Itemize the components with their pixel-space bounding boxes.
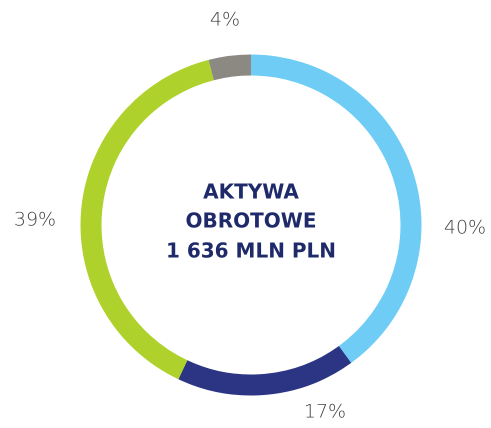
value-label: 4% (210, 9, 240, 31)
center-label: OBROTOWE (185, 209, 316, 233)
donut-segment (250, 54, 422, 363)
donut-segment (208, 54, 252, 81)
donut-segment (178, 345, 352, 396)
center-label: 1 636 MLN PLN (166, 239, 336, 263)
center-label: AKTYWA (203, 180, 299, 204)
value-label: 39% (14, 209, 56, 231)
donut-segment (80, 59, 214, 380)
value-label: 17% (304, 401, 346, 423)
value-label: 40% (444, 217, 486, 239)
